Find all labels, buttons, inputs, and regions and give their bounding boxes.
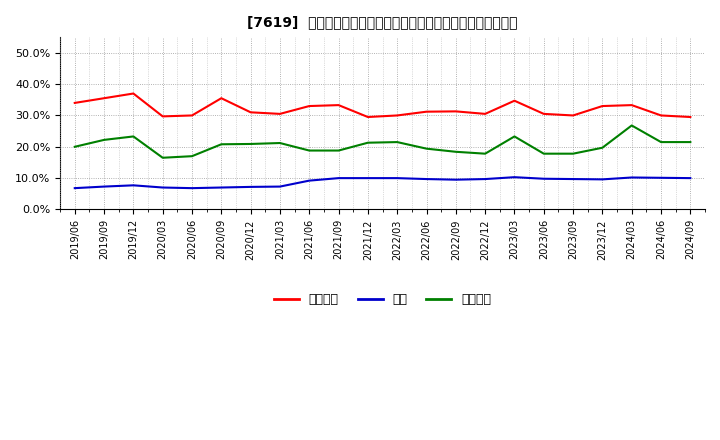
買入債務 <box>129 134 138 139</box>
在庫 <box>598 177 607 182</box>
在庫 <box>393 176 402 181</box>
売上債権 <box>188 113 197 118</box>
Line: 買入債務: 買入債務 <box>75 125 690 158</box>
在庫 <box>158 185 167 190</box>
在庫 <box>334 176 343 181</box>
売上債権 <box>129 91 138 96</box>
買入債務 <box>246 141 255 147</box>
在庫 <box>364 176 372 181</box>
在庫 <box>276 184 284 189</box>
在庫 <box>246 184 255 190</box>
売上債権 <box>158 114 167 119</box>
在庫 <box>657 175 665 180</box>
買入債務 <box>481 151 490 156</box>
買入債務 <box>598 145 607 150</box>
在庫 <box>569 176 577 182</box>
売上債権 <box>657 113 665 118</box>
売上債権 <box>510 98 519 103</box>
在庫 <box>305 178 314 183</box>
買入債務 <box>217 142 225 147</box>
在庫 <box>539 176 548 181</box>
売上債権 <box>393 113 402 118</box>
買入債務 <box>627 123 636 128</box>
買入債務 <box>539 151 548 156</box>
買入債務 <box>393 139 402 145</box>
在庫 <box>422 176 431 182</box>
Title: [7619]  売上債権、在庫、買入債務の総資産に対する比率の推移: [7619] 売上債権、在庫、買入債務の総資産に対する比率の推移 <box>247 15 518 29</box>
買入債務 <box>364 140 372 145</box>
在庫 <box>510 175 519 180</box>
売上債権 <box>71 100 79 106</box>
売上債権 <box>100 95 109 101</box>
買入債務 <box>510 134 519 139</box>
在庫 <box>100 184 109 189</box>
買入債務 <box>657 139 665 145</box>
売上債権 <box>217 95 225 101</box>
買入債務 <box>451 149 460 154</box>
買入債務 <box>305 148 314 153</box>
売上債権 <box>539 111 548 117</box>
在庫 <box>71 186 79 191</box>
在庫 <box>686 176 695 181</box>
在庫 <box>627 175 636 180</box>
売上債権 <box>364 114 372 120</box>
買入債務 <box>334 148 343 153</box>
売上債権 <box>686 114 695 120</box>
在庫 <box>451 177 460 182</box>
売上債権 <box>569 113 577 118</box>
売上債権 <box>598 103 607 109</box>
在庫 <box>481 176 490 182</box>
買入債務 <box>188 154 197 159</box>
買入債務 <box>71 144 79 150</box>
Legend: 売上債権, 在庫, 買入債務: 売上債権, 在庫, 買入債務 <box>269 288 496 311</box>
売上債権 <box>422 109 431 114</box>
売上債権 <box>246 110 255 115</box>
Line: 売上債権: 売上債権 <box>75 94 690 117</box>
買入債務 <box>100 137 109 143</box>
買入債務 <box>158 155 167 161</box>
売上債権 <box>276 111 284 117</box>
買入債務 <box>422 146 431 151</box>
売上債権 <box>481 111 490 117</box>
在庫 <box>188 186 197 191</box>
買入債務 <box>569 151 577 156</box>
売上債権 <box>305 103 314 109</box>
在庫 <box>217 185 225 190</box>
売上債権 <box>451 109 460 114</box>
買入債務 <box>276 140 284 146</box>
買入債務 <box>686 139 695 145</box>
Line: 在庫: 在庫 <box>75 177 690 188</box>
売上債権 <box>627 103 636 108</box>
在庫 <box>129 183 138 188</box>
売上債権 <box>334 103 343 108</box>
